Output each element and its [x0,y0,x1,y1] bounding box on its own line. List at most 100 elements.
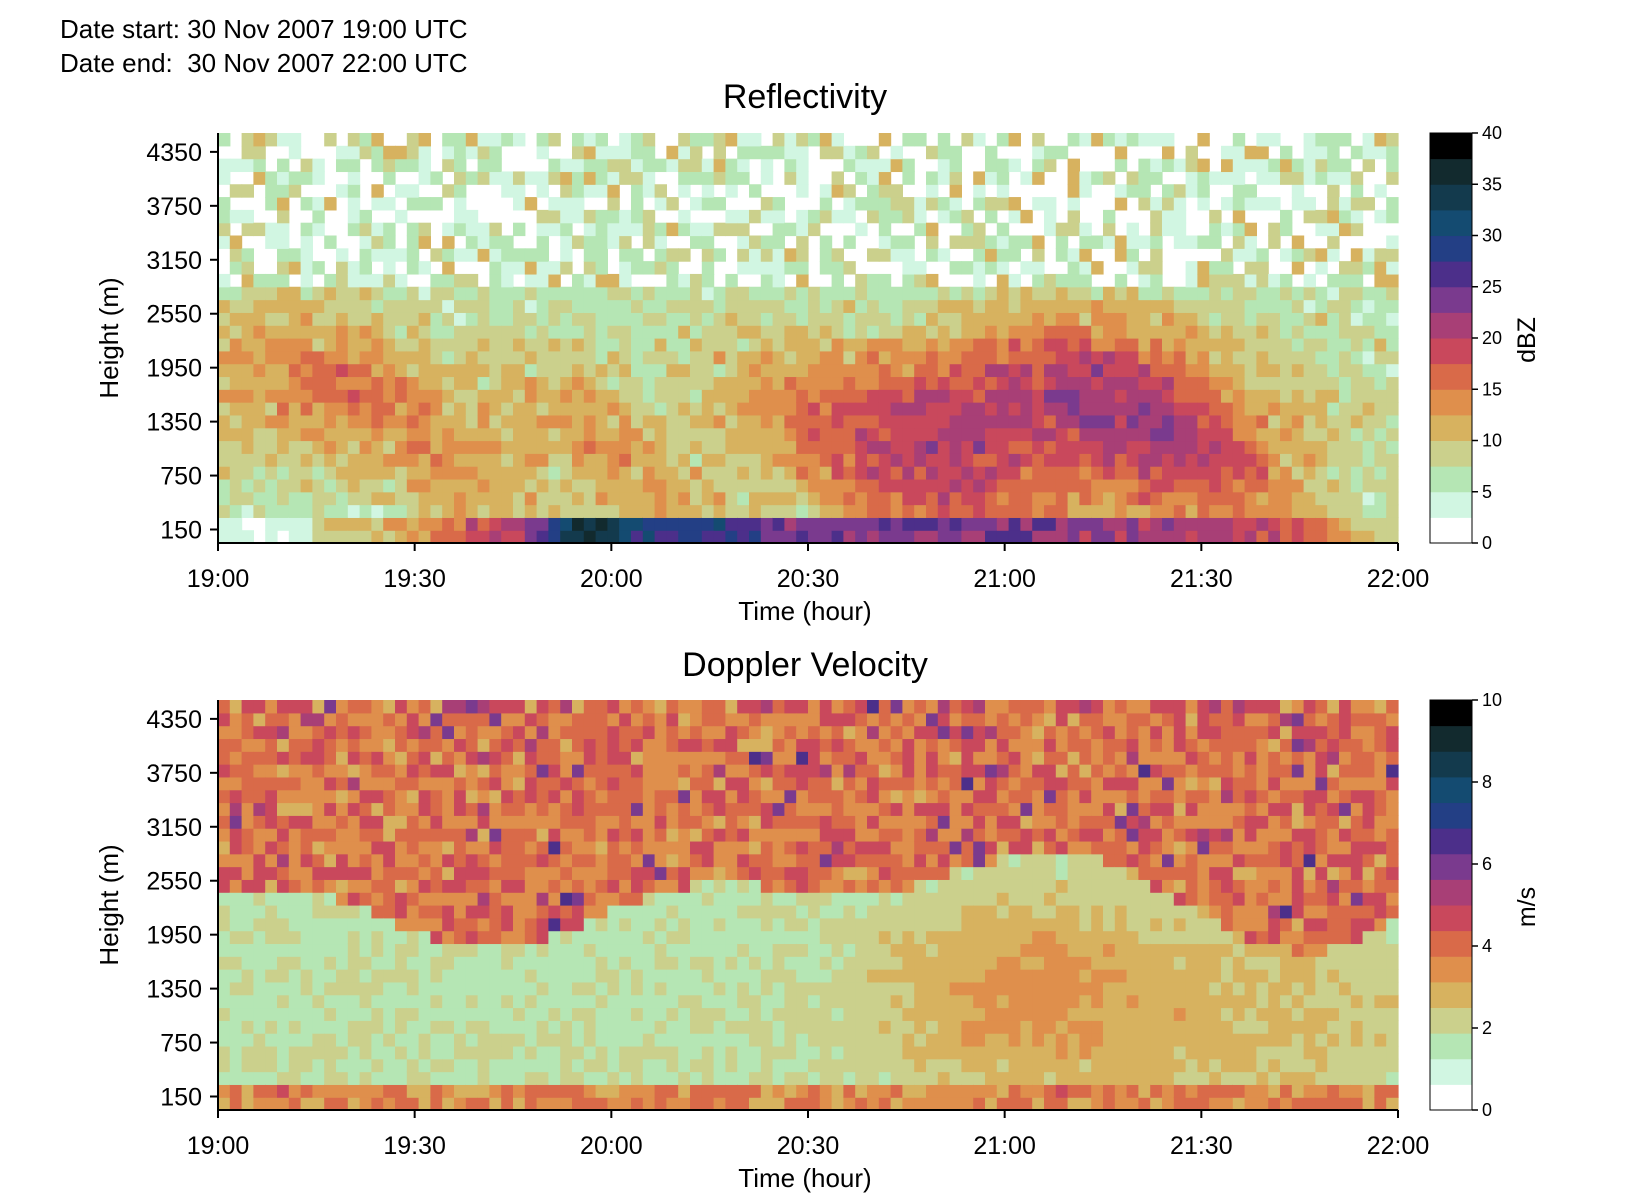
heatmap-cell [1150,286,1163,301]
heatmap-cell [914,299,927,313]
heatmap-cell [855,840,868,855]
heatmap-cell [300,1071,313,1085]
heatmap-cell [961,466,974,480]
heatmap-cell [631,478,644,493]
heatmap-cell [229,478,243,493]
heatmap-cell [725,994,738,1009]
heatmap-cell [300,248,313,262]
heatmap-cell [808,376,821,390]
heatmap-cell [973,853,986,868]
heatmap-cell [1268,171,1281,185]
heatmap-cell [1209,350,1222,365]
heatmap-cell [395,789,408,804]
heatmap-cell [1114,440,1128,454]
heatmap-cell [489,402,502,416]
heatmap-cell [371,1020,384,1034]
heatmap-cell [937,879,951,893]
heatmap-cell [819,1045,833,1060]
heatmap-cell [713,700,726,714]
heatmap-cell [1327,530,1340,544]
heatmap-cell [949,789,962,804]
heatmap-cell [1067,286,1080,301]
heatmap-cell [300,879,313,893]
heatmap-cell [1209,209,1222,224]
heatmap-cell [1103,530,1116,544]
heatmap-cell [560,1045,573,1060]
heatmap-cell [300,1020,313,1034]
heatmap-cell [1091,453,1104,467]
heatmap-cell [678,158,691,173]
heatmap-cell [288,917,302,932]
heatmap-cell [536,1033,549,1047]
heatmap-cell [819,389,833,403]
heatmap-cell [642,879,656,893]
heatmap-cell [796,1007,809,1021]
heatmap-cell [690,517,703,531]
heatmap-cell [949,1007,962,1021]
heatmap-cell [442,466,455,480]
heatmap-cell [489,712,502,727]
heatmap-cell [607,158,620,173]
heatmap-cell [560,700,573,714]
heatmap-cell [548,828,561,842]
heatmap-cell [524,402,538,416]
heatmap-cell [654,725,667,740]
heatmap-cell [902,751,915,765]
heatmap-cell [996,261,1010,275]
heatmap-cell [760,427,774,442]
heatmap-cell [288,1084,302,1098]
heatmap-cell [1244,235,1257,249]
heatmap-cell [501,491,514,506]
heatmap-cell [347,956,361,970]
heatmap-cell [536,427,549,442]
heatmap-cell [831,930,844,945]
heatmap-cell [831,994,844,1009]
heatmap-cell [878,491,892,506]
heatmap-cell [772,738,785,752]
heatmap-cell [548,466,561,480]
heatmap-cell [1055,312,1069,326]
heatmap-cell [1138,440,1151,454]
heatmap-cell [1362,517,1375,531]
heatmap-cell [312,802,325,816]
heatmap-cell [737,1097,750,1111]
heatmap-cell [654,530,667,544]
heatmap-cell [536,145,549,160]
heatmap-cell [288,1007,302,1021]
heatmap-cell [406,725,420,740]
heatmap-cell [654,414,667,429]
heatmap-cell [843,994,856,1009]
heatmap-cell [312,840,325,855]
heatmap-cell [642,171,656,185]
heatmap-cell [288,1071,302,1085]
heatmap-cell [336,738,349,752]
heatmap-cell [926,466,939,480]
heatmap-cell [418,1058,431,1073]
heatmap-cell [1327,184,1340,198]
heatmap-cell [642,376,656,390]
heatmap-cell [631,712,644,727]
heatmap-cell [1067,517,1080,531]
heatmap-cell [1197,350,1210,365]
heatmap-cell [796,751,809,765]
heatmap-cell [241,427,254,442]
heatmap-cell [631,764,644,778]
heatmap-cell [595,504,608,518]
heatmap-cell [477,491,490,506]
heatmap-cell [926,273,939,288]
heatmap-cell [808,1058,821,1073]
heatmap-cell [359,892,372,906]
heatmap-cell [1221,466,1234,480]
heatmap-cell [347,312,361,326]
heatmap-cell [253,427,266,442]
heatmap-cell [1032,376,1045,390]
heatmap-cell [1173,389,1187,403]
heatmap-cell [1327,350,1340,365]
heatmap-cell [241,363,254,378]
heatmap-cell [1374,248,1387,262]
heatmap-cell [1315,414,1328,429]
heatmap-cell [253,1007,266,1021]
heatmap-cell [690,866,703,880]
heatmap-cell [324,312,337,326]
heatmap-cell [595,248,608,262]
